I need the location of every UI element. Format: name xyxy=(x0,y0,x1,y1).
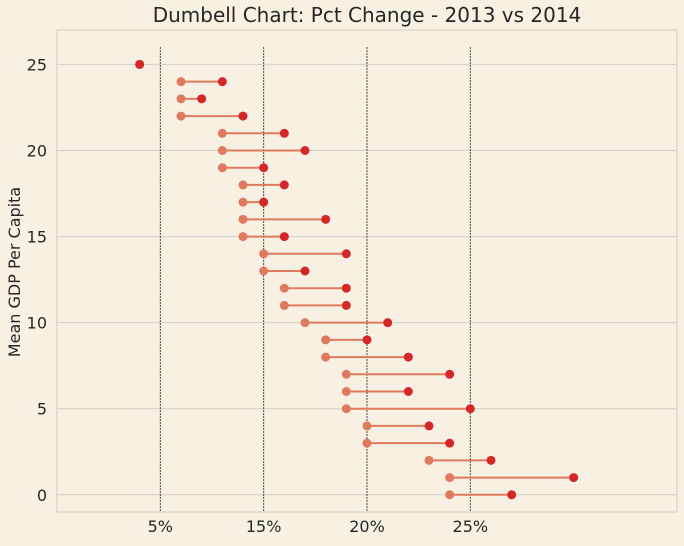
y-tick-label: 10 xyxy=(27,314,47,333)
tick-label-layer: 0 5 10 15 20 25 5% 15% 20% 25% xyxy=(27,55,488,536)
marker-2014 xyxy=(321,214,331,224)
y-tick-label: 20 xyxy=(27,142,47,161)
marker-2014 xyxy=(383,318,393,328)
marker-2013 xyxy=(445,490,455,500)
marker-2013 xyxy=(259,249,269,259)
marker-2013 xyxy=(238,232,248,242)
marker-2014 xyxy=(403,352,413,362)
marker-2013 xyxy=(362,438,372,448)
marker-2013 xyxy=(341,387,351,396)
marker-2014 xyxy=(341,283,351,293)
marker-2014 xyxy=(445,438,455,448)
x-tick-label: 15% xyxy=(246,517,282,536)
marker-2014 xyxy=(341,249,351,259)
marker-2013 xyxy=(279,283,289,293)
marker-2013 xyxy=(238,214,248,224)
marker-2014 xyxy=(424,421,434,431)
marker-2013 xyxy=(445,473,455,483)
y-tick-label: 5 xyxy=(37,400,47,419)
marker-2013 xyxy=(238,197,248,207)
marker-2014 xyxy=(403,387,413,396)
marker-2013 xyxy=(176,111,186,121)
marker-2014 xyxy=(217,77,227,87)
plot-frame xyxy=(56,29,678,513)
marker-2013 xyxy=(341,369,351,379)
marker-2014 xyxy=(259,163,269,173)
marker-2014 xyxy=(279,232,289,242)
marker-2013 xyxy=(300,318,310,328)
x-tick-label: 20% xyxy=(349,517,385,536)
marker-2014 xyxy=(279,128,289,138)
x-tick-label: 5% xyxy=(148,517,173,536)
marker-2014 xyxy=(445,369,455,379)
marker-2014 xyxy=(300,266,310,276)
marker-2014 xyxy=(135,59,145,69)
marker-2013 xyxy=(217,146,227,155)
marker-2013 xyxy=(362,421,372,431)
y-tick-label: 0 xyxy=(37,486,47,505)
marker-2013 xyxy=(341,404,351,414)
marker-2014 xyxy=(300,146,310,155)
marker-2014 xyxy=(279,180,289,190)
marker-2014 xyxy=(341,300,351,310)
y-axis-label: Mean GDP Per Capita xyxy=(5,187,24,357)
marker-2014 xyxy=(238,111,248,121)
marker-2014 xyxy=(465,404,475,414)
marker-2013 xyxy=(321,352,331,362)
marker-2013 xyxy=(424,455,434,465)
marker-2014 xyxy=(362,335,372,345)
y-tick-label: 15 xyxy=(27,228,47,247)
marker-2013 xyxy=(279,300,289,310)
x-tick-label: 25% xyxy=(453,517,489,536)
marker-2013 xyxy=(217,128,227,138)
marker-2013 xyxy=(259,266,269,276)
marker-2014 xyxy=(259,197,269,207)
marker-2013 xyxy=(176,77,186,87)
marker-2014 xyxy=(507,490,517,500)
y-tick-label: 25 xyxy=(27,55,47,74)
dumbbell-layer xyxy=(135,59,579,500)
marker-2014 xyxy=(569,473,579,483)
marker-2013 xyxy=(217,163,227,173)
reference-line-layer xyxy=(159,47,471,512)
marker-2014 xyxy=(197,94,207,104)
marker-2013 xyxy=(176,94,186,104)
marker-2013 xyxy=(321,335,331,345)
chart-title: Dumbell Chart: Pct Change - 2013 vs 2014 xyxy=(153,3,582,27)
marker-2014 xyxy=(486,455,496,465)
marker-2013 xyxy=(238,180,248,190)
